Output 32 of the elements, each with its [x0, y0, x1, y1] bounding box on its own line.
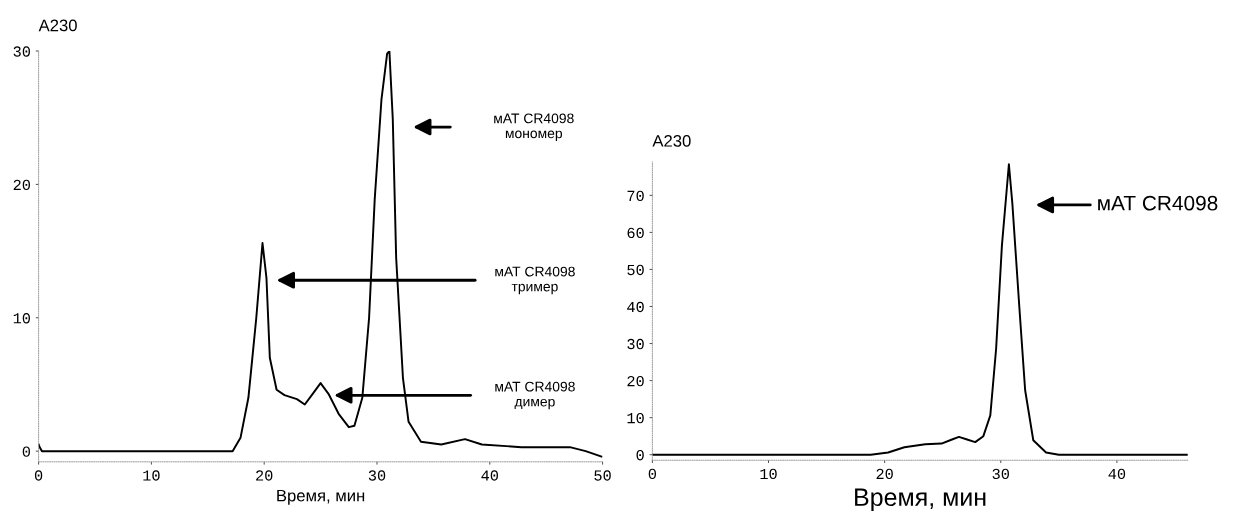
y-tick-label: 30 [627, 338, 644, 350]
x-tick-label: 40 [481, 470, 499, 481]
x-tick-label: 50 [594, 470, 611, 481]
y-tick-label: 30 [13, 46, 31, 57]
x-tick-label: 20 [876, 468, 893, 480]
annotation: мАТ CR4098 [1098, 195, 1218, 211]
x-tick-label: 30 [368, 470, 386, 481]
y-tick-label: 40 [627, 301, 644, 313]
x-tick-label: 0 [34, 470, 43, 481]
y-tick-label: 10 [13, 313, 31, 324]
x-tick-label: 40 [1108, 468, 1126, 480]
annotation: мАТ CR4098 мономер [494, 113, 574, 141]
x-tick-label: 30 [992, 468, 1009, 480]
line-series [38, 51, 603, 458]
y-axis-title: A230 [38, 19, 77, 32]
annotation: мАТ CR4098 димер [495, 381, 575, 410]
y-tick-label: 50 [627, 264, 644, 276]
x-tick-label: 10 [143, 470, 160, 481]
x-axis-title: Время, мин [855, 488, 986, 511]
y-tick-label: 0 [636, 450, 644, 461]
y-tick-label: 20 [627, 375, 644, 387]
x-tick-label: 20 [256, 470, 273, 481]
y-axis-title: A230 [652, 134, 691, 147]
x-tick-label: 0 [648, 468, 657, 480]
annotation: мАТ CR4098 тример [495, 266, 575, 295]
x-tick-label: 10 [760, 468, 777, 480]
y-tick-label: 0 [22, 446, 31, 457]
y-tick-label: 60 [627, 227, 644, 239]
y-tick-label: 10 [627, 412, 644, 424]
x-axis-title: Время, мин [277, 489, 365, 505]
y-tick-label: 20 [13, 179, 31, 191]
y-tick-label: 70 [627, 190, 644, 202]
